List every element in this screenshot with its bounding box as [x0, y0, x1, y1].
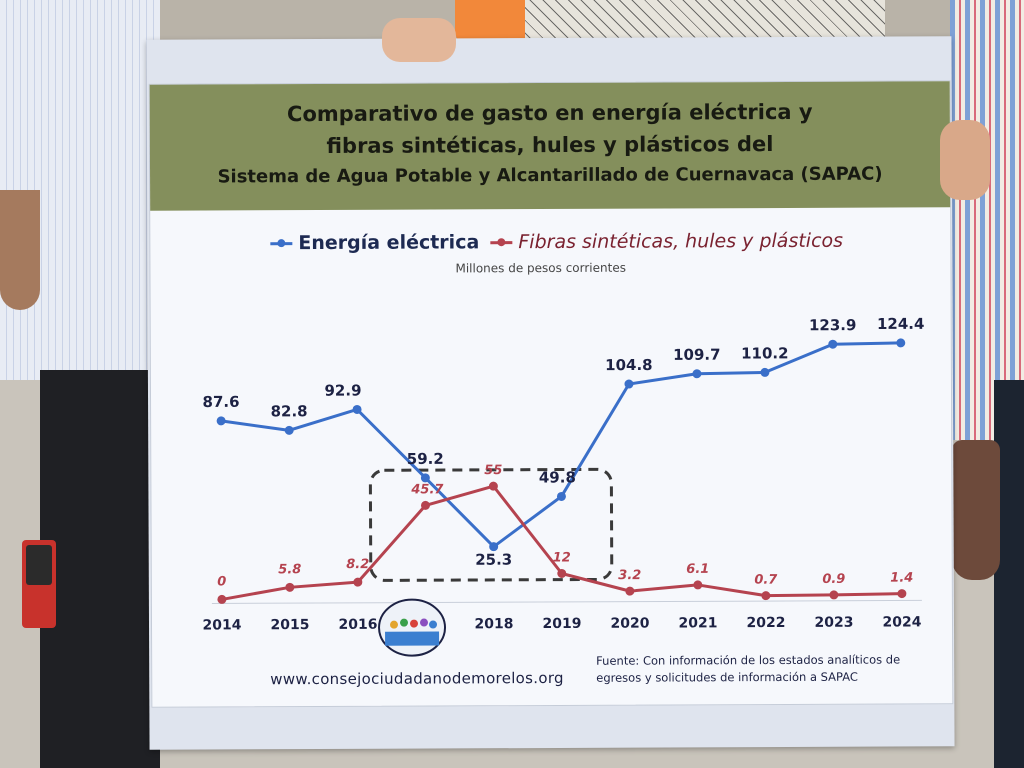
series-2-point-2017: [420, 500, 430, 510]
series-1-label-2015: 82.8: [271, 402, 308, 420]
series-2-point-2015: [285, 582, 295, 592]
series-line-1: [220, 341, 901, 549]
x-tick-label-2021: 2021: [678, 615, 717, 631]
x-tick-label-2020: 2020: [610, 616, 649, 632]
x-tick-label-2024: 2024: [882, 614, 921, 630]
series-1-label-2019: 49.8: [539, 468, 576, 486]
series-2-point-2022: [761, 591, 771, 601]
series-1-point-2023: [828, 339, 838, 349]
x-tick-label-2023: 2023: [814, 615, 853, 631]
series-2-point-2024: [897, 589, 907, 599]
series-2-label-2024: 1.4: [890, 571, 913, 586]
series-2-label-2023: 0.9: [822, 572, 845, 587]
series-1-label-2014: 87.6: [202, 393, 239, 411]
x-axis-line: [211, 599, 922, 604]
person-right-pants: [994, 380, 1024, 768]
series-1-point-2017: [420, 473, 430, 483]
series-2-point-2016: [353, 577, 363, 587]
footer-source: Fuente: Con información de los estados a…: [596, 652, 901, 685]
series-2-point-2018: [488, 481, 498, 491]
series-1-label-2022: 110.2: [741, 344, 789, 362]
x-tick-label-2022: 2022: [746, 615, 785, 631]
logo-icon: [378, 598, 447, 657]
series-2-point-2019: [557, 568, 567, 578]
person-right-hand: [952, 440, 1000, 580]
poster-panel: Comparativo de gasto en energía eléctric…: [148, 80, 954, 708]
x-tick-label-2014: 2014: [202, 617, 241, 633]
series-1-label-2024: 124.4: [877, 315, 925, 333]
series-1-point-2024: [896, 338, 906, 348]
series-2-label-2014: 0: [217, 574, 226, 589]
highlight-dashed-box: [368, 467, 614, 582]
red-device-top: [26, 545, 52, 585]
series-2-point-2023: [829, 590, 839, 600]
person-left-pants: [40, 370, 160, 768]
series-2-label-2018: 55: [484, 463, 502, 478]
line-chart: 2014201520162017201820192020202120222023…: [202, 315, 925, 634]
series-1-point-2014: [216, 416, 226, 426]
series-2-label-2022: 0.7: [754, 573, 778, 588]
series-1-point-2019: [556, 491, 566, 501]
series-1-label-2018: 25.3: [475, 551, 512, 569]
series-1-label-2016: 92.9: [324, 381, 361, 399]
hand-holding-poster-left: [382, 18, 456, 62]
x-tick-label-2016: 2016: [338, 617, 377, 633]
series-1-label-2023: 123.9: [809, 316, 857, 334]
series-1-point-2015: [284, 425, 294, 435]
series-1-point-2018: [489, 542, 499, 552]
series-1-point-2021: [692, 369, 702, 379]
x-tick-label-2015: 2015: [270, 617, 309, 633]
series-1-point-2016: [352, 404, 362, 414]
series-2-point-2020: [625, 586, 635, 596]
series-1-label-2021: 109.7: [673, 346, 721, 364]
series-1-point-2020: [624, 379, 634, 389]
series-1-label-2017: 59.2: [407, 450, 444, 468]
series-2-point-2014: [217, 594, 227, 604]
series-2-label-2016: 8.2: [346, 557, 369, 572]
hand-holding-poster-right: [940, 120, 990, 200]
person-left-arm: [0, 190, 40, 310]
footer-url: www.consejociudadanodemorelos.org: [270, 668, 564, 689]
person-right-shirt: [950, 0, 1024, 440]
series-2-label-2015: 5.8: [278, 562, 301, 577]
series-2-point-2021: [693, 580, 703, 590]
poster: Comparativo de gasto en energía eléctric…: [146, 36, 955, 750]
series-2-label-2021: 6.1: [686, 562, 709, 577]
series-1-point-2022: [760, 367, 770, 377]
series-1-label-2020: 104.8: [605, 356, 653, 374]
series-2-label-2020: 3.2: [618, 568, 641, 583]
series-line-2: [221, 484, 902, 601]
series-2-label-2019: 12: [553, 550, 571, 565]
series-2-label-2017: 45.7: [410, 482, 444, 497]
x-tick-label-2018: 2018: [474, 616, 513, 632]
x-tick-label-2019: 2019: [542, 616, 581, 632]
